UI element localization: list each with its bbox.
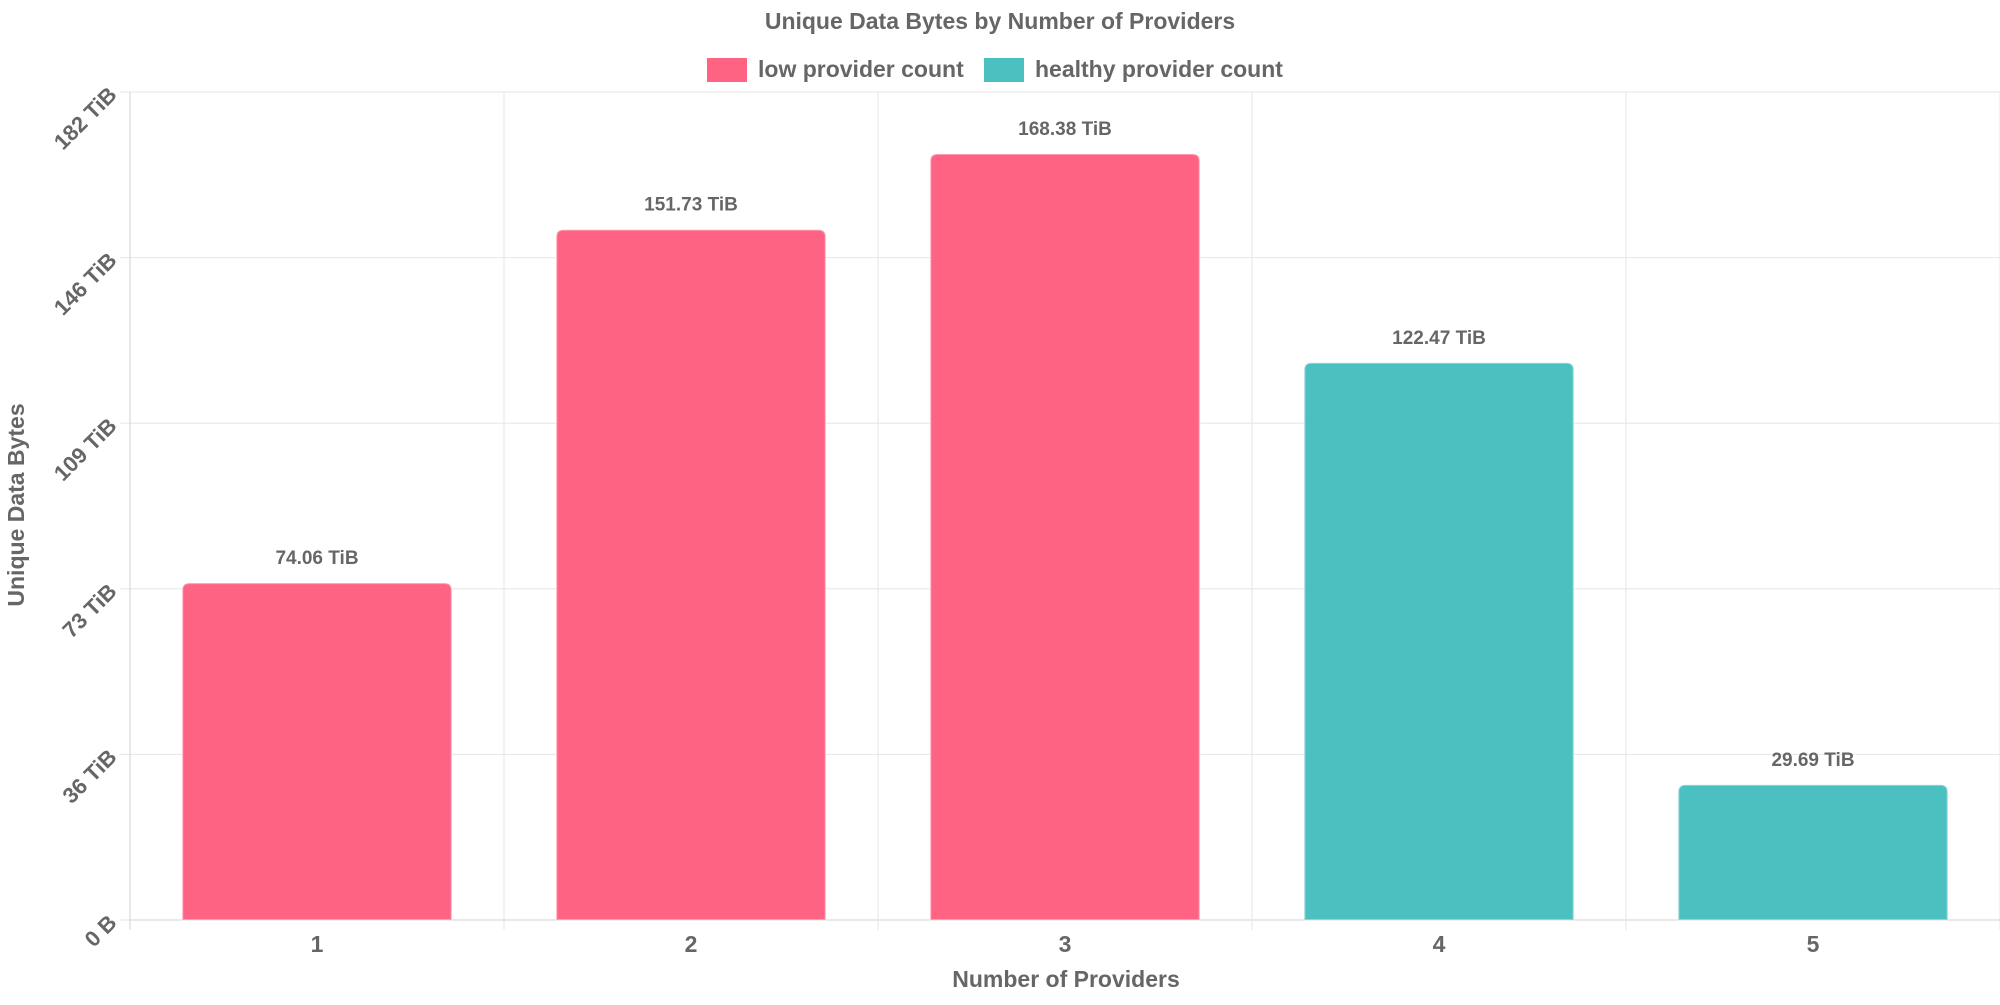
y-tick-label: 73 TiB (57, 579, 121, 643)
x-axis-label: Number of Providers (952, 966, 1180, 992)
y-tick-label: 109 TiB (49, 413, 122, 486)
bar[interactable] (1677, 783, 1949, 921)
legend: low provider count healthy provider count (707, 56, 1283, 82)
x-tick-label: 2 (685, 931, 698, 957)
bar[interactable] (1303, 361, 1575, 921)
bar[interactable] (555, 228, 827, 921)
x-tick-label: 4 (1433, 931, 1446, 957)
bar-value-label: 151.73 TiB (644, 195, 738, 216)
bar[interactable] (929, 152, 1201, 921)
y-axis-ticks: 0 B 36 TiB 73 TiB 109 TiB 146 TiB 182 TiB (49, 82, 122, 952)
y-axis-label: Unique Data Bytes (3, 403, 29, 606)
bar-value-label: 29.69 TiB (1771, 750, 1854, 771)
legend-swatch[interactable] (984, 58, 1024, 82)
bar-value-label: 168.38 TiB (1018, 119, 1112, 140)
bar-value-label: 74.06 TiB (275, 548, 358, 569)
y-tick-label: 36 TiB (57, 744, 121, 808)
chart-title: Unique Data Bytes by Number of Providers (765, 8, 1235, 34)
x-tick-label: 3 (1059, 931, 1072, 957)
legend-label[interactable]: low provider count (758, 56, 964, 82)
y-tick-label: 182 TiB (49, 82, 122, 155)
legend-label[interactable]: healthy provider count (1035, 56, 1283, 82)
y-tick-label: 146 TiB (49, 247, 122, 320)
legend-swatch[interactable] (707, 58, 747, 82)
bar[interactable] (181, 582, 453, 921)
x-axis-ticks: 1 2 3 4 5 (311, 931, 1820, 957)
x-tick-label: 1 (311, 931, 324, 957)
bar-data-labels: 74.06 TiB 151.73 TiB 168.38 TiB 122.47 TiB 2… (275, 119, 1854, 771)
bar-value-label: 122.47 TiB (1392, 328, 1486, 349)
y-tick-label: 0 B (80, 910, 122, 952)
x-tick-label: 5 (1807, 931, 1820, 957)
bars (181, 152, 1949, 921)
